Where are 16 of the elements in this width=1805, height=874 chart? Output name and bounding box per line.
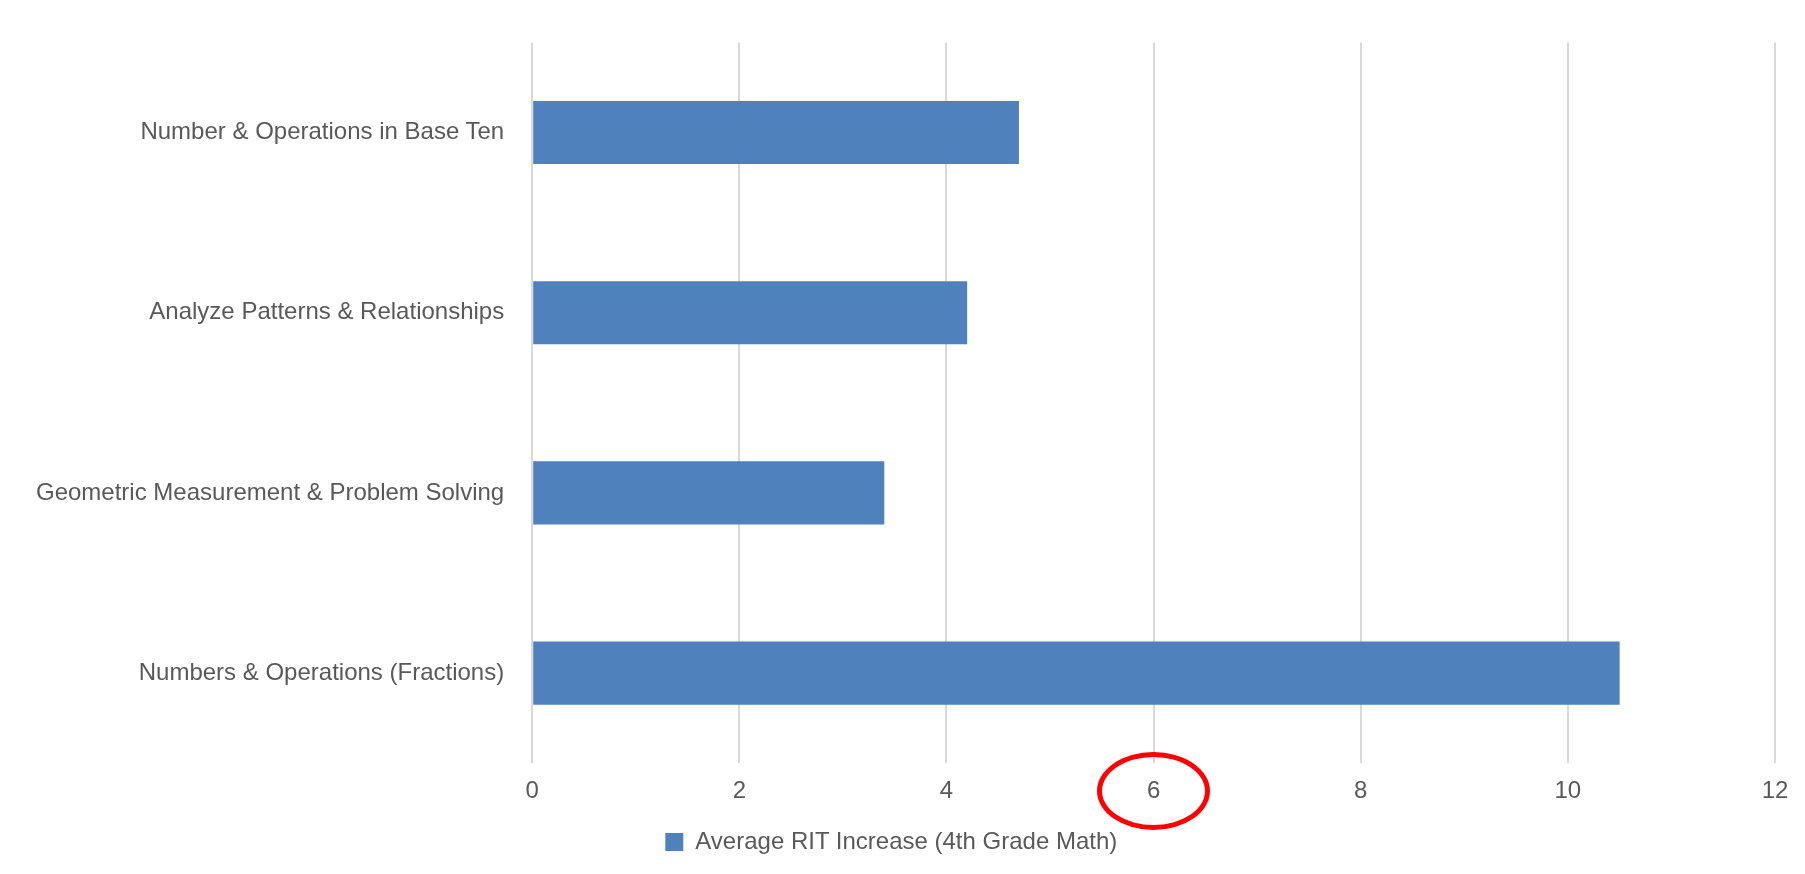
x-tick-label: 0 xyxy=(525,776,539,804)
y-tick-label: Geometric Measurement & Problem Solving xyxy=(36,477,505,505)
y-tick-label: Analyze Patterns & Relationships xyxy=(149,297,505,325)
bar xyxy=(533,100,1019,165)
x-tick-label: 10 xyxy=(1554,776,1582,804)
y-tick-label: Number & Operations in Base Ten xyxy=(140,117,505,145)
legend-label: Average RIT Increase (4th Grade Math) xyxy=(695,826,1118,854)
x-tick-label: 12 xyxy=(1761,776,1789,804)
bar xyxy=(533,461,885,525)
x-tick-label: 6 xyxy=(1146,776,1161,804)
x-tick-label: 2 xyxy=(732,776,746,804)
bar xyxy=(533,641,1620,705)
x-tick-label: 4 xyxy=(939,776,954,804)
x-tick-label: 8 xyxy=(1354,776,1368,804)
y-tick-label: Numbers & Operations (Fractions) xyxy=(138,657,505,685)
bar xyxy=(533,281,968,345)
